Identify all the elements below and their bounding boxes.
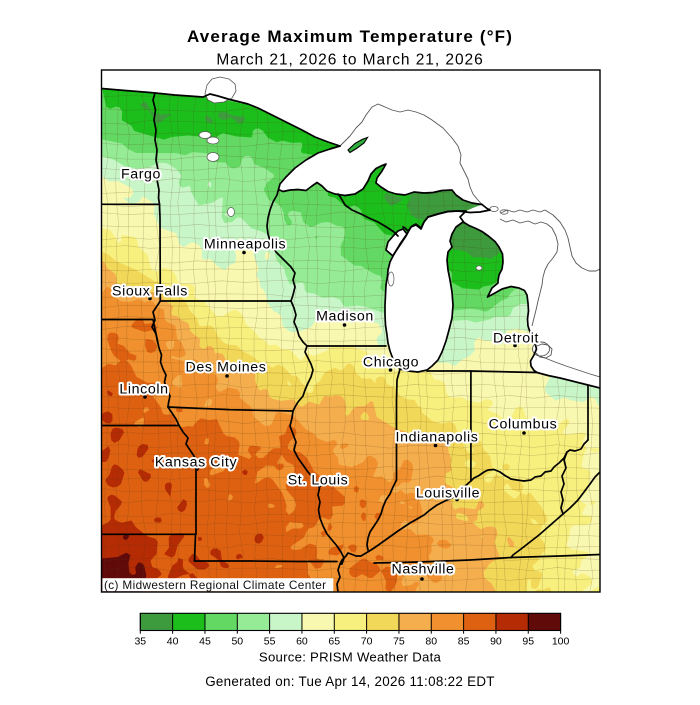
svg-text:Fargo: Fargo xyxy=(121,167,161,183)
svg-text:Madison: Madison xyxy=(316,309,374,325)
svg-text:75: 75 xyxy=(393,636,405,648)
svg-text:70: 70 xyxy=(361,636,373,648)
svg-text:40: 40 xyxy=(167,636,179,648)
svg-text:Average Maximum Temperature (°: Average Maximum Temperature (°F) xyxy=(187,27,513,46)
svg-text:Sioux Falls: Sioux Falls xyxy=(112,284,188,300)
svg-text:55: 55 xyxy=(264,636,276,648)
svg-text:Generated on: Tue Apr 14, 2026: Generated on: Tue Apr 14, 2026 11:08:22 … xyxy=(205,674,495,689)
svg-text:85: 85 xyxy=(458,636,470,648)
svg-text:Des Moines: Des Moines xyxy=(186,360,267,376)
svg-text:45: 45 xyxy=(199,636,211,648)
svg-text:Kansas City: Kansas City xyxy=(155,455,238,471)
svg-text:Chicago: Chicago xyxy=(363,355,419,371)
svg-text:90: 90 xyxy=(490,636,502,648)
svg-text:Minneapolis: Minneapolis xyxy=(204,237,286,253)
svg-text:80: 80 xyxy=(425,636,437,648)
svg-text:St. Louis: St. Louis xyxy=(288,473,349,489)
svg-text:60: 60 xyxy=(296,636,308,648)
svg-text:Source: PRISM Weather Data: Source: PRISM Weather Data xyxy=(259,650,442,665)
svg-text:50: 50 xyxy=(231,636,243,648)
svg-text:95: 95 xyxy=(522,636,534,648)
svg-text:(c) Midwestern Regional Climat: (c) Midwestern Regional Climate Center xyxy=(104,578,326,592)
svg-text:Louisville: Louisville xyxy=(416,486,480,502)
svg-text:Lincoln: Lincoln xyxy=(119,382,168,398)
svg-text:65: 65 xyxy=(328,636,340,648)
svg-text:35: 35 xyxy=(134,636,146,648)
svg-text:100: 100 xyxy=(552,636,570,648)
svg-text:Indianapolis: Indianapolis xyxy=(396,430,479,446)
svg-text:Nashville: Nashville xyxy=(392,562,455,578)
svg-text:Columbus: Columbus xyxy=(489,417,558,433)
svg-text:March 21, 2026 to March 21, 20: March 21, 2026 to March 21, 2026 xyxy=(216,52,483,69)
svg-text:Detroit: Detroit xyxy=(493,331,539,347)
